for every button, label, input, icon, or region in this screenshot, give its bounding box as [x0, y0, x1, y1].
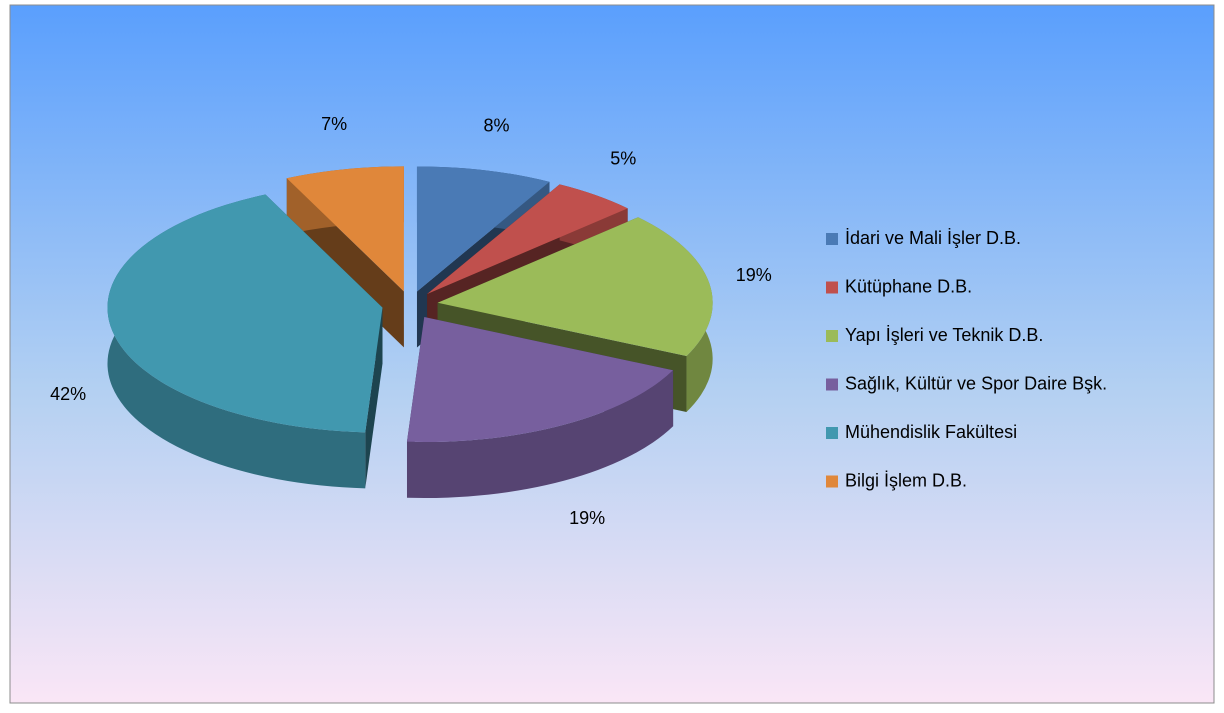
legend-swatch: [826, 281, 838, 294]
legend-label: Mühendislik Fakültesi: [845, 422, 1017, 442]
legend-label: Kütüphane D.B.: [845, 276, 972, 296]
data-label: 42%: [50, 384, 86, 404]
legend-label: Bilgi İşlem D.B.: [845, 470, 967, 490]
data-label: 5%: [610, 148, 636, 168]
slice-side: [406, 370, 674, 499]
slice: [107, 194, 383, 433]
legend-swatch: [826, 427, 838, 439]
data-label: 8%: [484, 116, 510, 136]
data-label: 19%: [736, 265, 772, 285]
legend-label: İdari ve Mali İşler D.B.: [845, 228, 1021, 248]
legend-swatch: [826, 330, 838, 342]
legend-swatch: [826, 475, 838, 488]
legend-swatch: [826, 233, 838, 245]
slice: [406, 317, 674, 443]
legend: İdari ve Mali İşler D.B. Kütüphane D.B. Ya…: [826, 228, 1107, 490]
slice: [286, 166, 404, 292]
data-label: 19%: [569, 508, 605, 528]
legend-label: Sağlık, Kültür ve Spor Daire Bşk.: [845, 373, 1107, 393]
slice: [437, 217, 713, 357]
legend-label: Yapı İşleri ve Teknik D.B.: [845, 325, 1043, 345]
slice: [427, 184, 628, 294]
slice: [416, 166, 550, 292]
pie: 8% 5% 19% 19% 42% 7%: [50, 114, 772, 528]
data-label: 7%: [321, 114, 347, 134]
legend-swatch: [826, 378, 838, 391]
